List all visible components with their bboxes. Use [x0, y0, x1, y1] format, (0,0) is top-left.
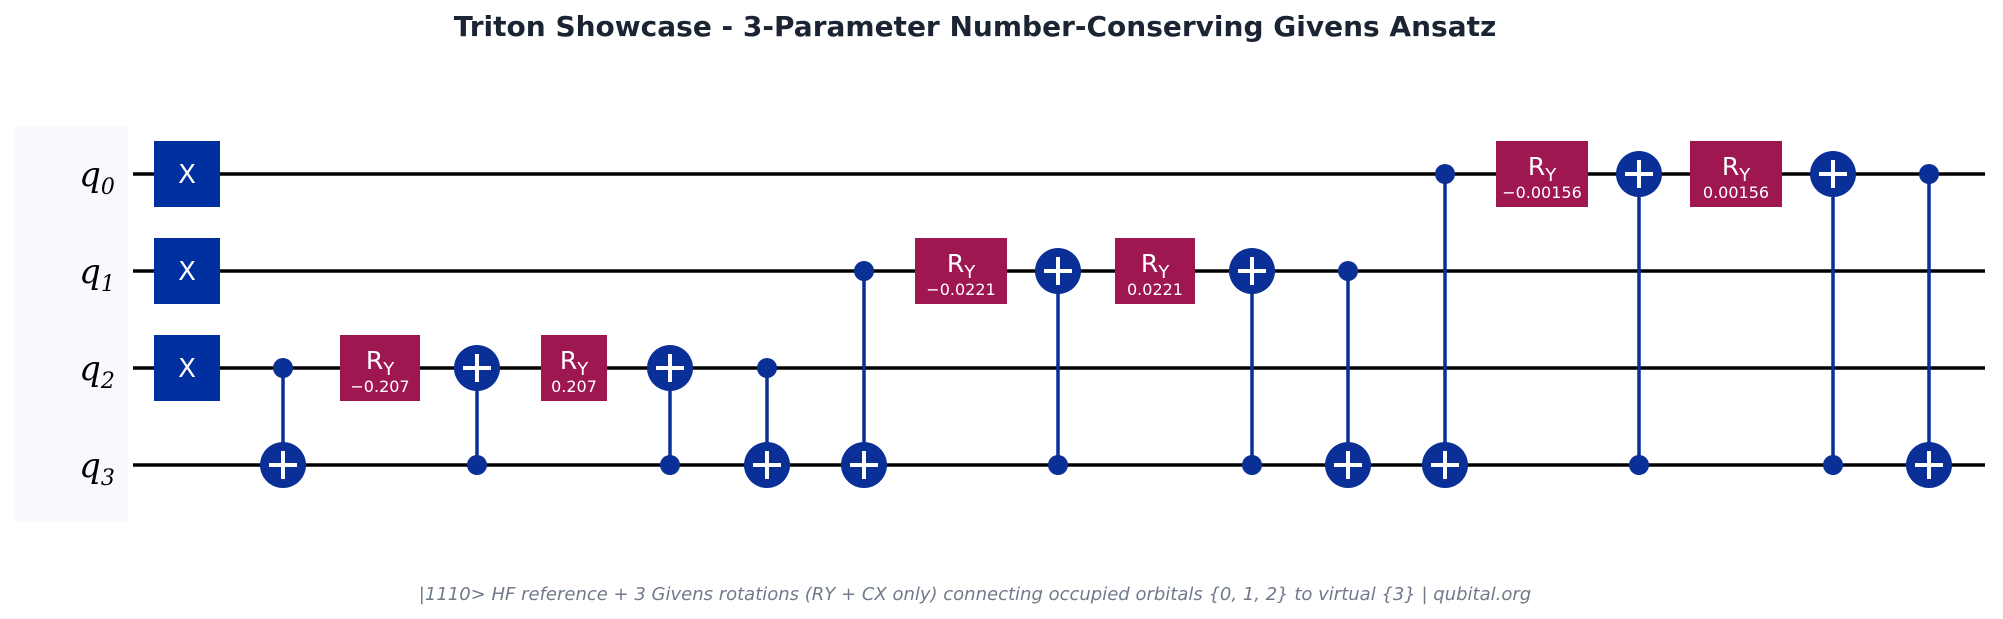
- ry-gate: RY0.0221: [1115, 238, 1195, 304]
- x-gate: X: [154, 238, 220, 304]
- x-gate-label: X: [178, 160, 196, 190]
- ry-gate-parameter: 0.0221: [1127, 280, 1183, 299]
- ry-gate-parameter: 0.207: [551, 377, 597, 396]
- cx-gate: [1810, 151, 1856, 475]
- ry-gate-box: [1496, 141, 1588, 207]
- cx-gate: [1422, 164, 1468, 488]
- qubit-label-q1: q1: [79, 252, 115, 297]
- cx-control-dot: [1242, 455, 1262, 475]
- cx-gate: [1229, 248, 1275, 475]
- cx-control-dot: [1338, 261, 1358, 281]
- cx-gate: [260, 358, 306, 488]
- ry-gate-parameter: −0.207: [350, 377, 409, 396]
- ry-gate-label: RY: [560, 346, 589, 380]
- cx-gate: [1906, 164, 1952, 488]
- cx-control-dot: [1629, 455, 1649, 475]
- cx-gate: [744, 358, 790, 488]
- ry-gate-box: [1690, 141, 1782, 207]
- qubit-label-q3: q3: [79, 446, 115, 491]
- qubit-label-q2: q2: [79, 349, 115, 394]
- ry-gate: RY0.207: [541, 335, 607, 401]
- ry-gate-label: RY: [1528, 152, 1557, 186]
- ry-gate-box: [541, 335, 607, 401]
- cx-gate: [1035, 248, 1081, 475]
- x-gate-box: [154, 335, 220, 401]
- x-gate-label: X: [178, 257, 196, 287]
- ry-gate: RY−0.207: [340, 335, 420, 401]
- cx-gate: [1325, 261, 1371, 488]
- cx-control-dot: [757, 358, 777, 378]
- ry-gate-label: RY: [366, 346, 395, 380]
- cx-control-dot: [1919, 164, 1939, 184]
- diagram-title: Triton Showcase - 3-Parameter Number-Con…: [453, 10, 1497, 43]
- cx-control-dot: [1048, 455, 1068, 475]
- diagram-caption: |1110> HF reference + 3 Givens rotations…: [418, 584, 1532, 605]
- ry-gate-box: [340, 335, 420, 401]
- ry-gate-label: RY: [947, 249, 976, 283]
- cx-control-dot: [660, 455, 680, 475]
- ry-gate-box: [1115, 238, 1195, 304]
- cx-control-dot: [1823, 455, 1843, 475]
- x-gate-box: [154, 238, 220, 304]
- ry-gate: RY0.00156: [1690, 141, 1782, 207]
- x-gate: X: [154, 141, 220, 207]
- cx-control-dot: [467, 455, 487, 475]
- ry-gate-parameter: −0.00156: [1502, 183, 1582, 202]
- x-gate-label: X: [178, 354, 196, 384]
- ry-gate-parameter: −0.0221: [926, 280, 995, 299]
- ry-gate: RY−0.00156: [1496, 141, 1588, 207]
- cx-gate: [454, 345, 500, 475]
- cx-gate: [647, 345, 693, 475]
- cx-gate: [1616, 151, 1662, 475]
- qubit-label-panel: [15, 126, 128, 522]
- ry-gate-parameter: 0.00156: [1703, 183, 1769, 202]
- x-gate: X: [154, 335, 220, 401]
- ry-gate-label: RY: [1141, 249, 1170, 283]
- ry-gate: RY−0.0221: [915, 238, 1007, 304]
- ry-gate-box: [915, 238, 1007, 304]
- x-gate-box: [154, 141, 220, 207]
- ry-gate-label: RY: [1722, 152, 1751, 186]
- cx-control-dot: [1435, 164, 1455, 184]
- qubit-label-q0: q0: [79, 155, 115, 200]
- cx-gate: [841, 261, 887, 488]
- cx-control-dot: [273, 358, 293, 378]
- cx-control-dot: [854, 261, 874, 281]
